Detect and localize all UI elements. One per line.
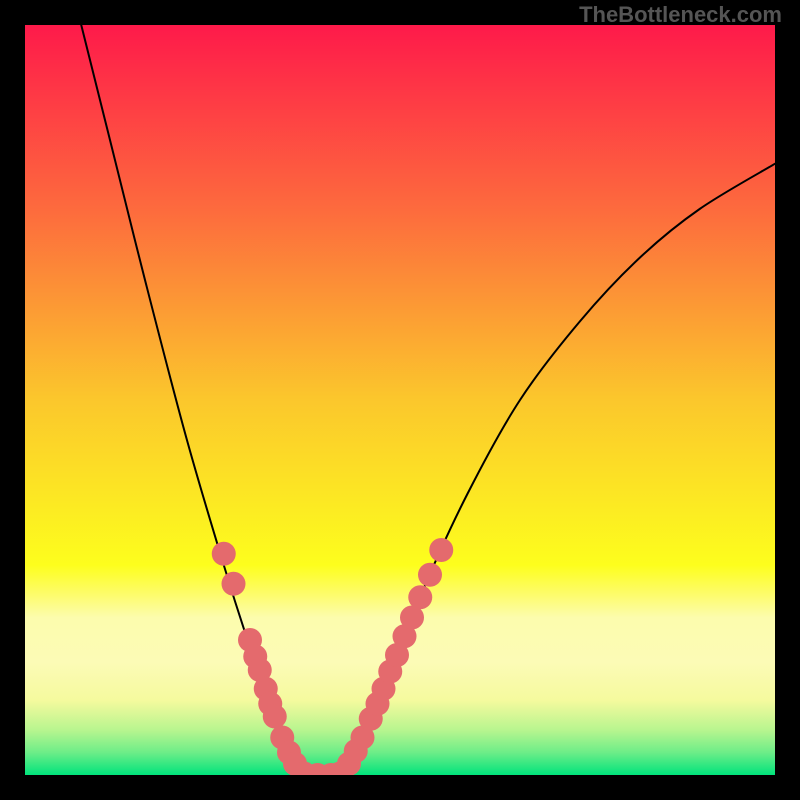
data-marker [212,542,236,566]
data-marker [429,538,453,562]
data-marker [408,585,432,609]
data-marker [418,563,442,587]
bottleneck-chart [25,25,775,775]
data-marker [222,572,246,596]
chart-area [25,25,775,775]
data-marker [263,705,287,729]
chart-container: TheBottleneck.com [0,0,800,800]
watermark-label: TheBottleneck.com [579,0,800,28]
